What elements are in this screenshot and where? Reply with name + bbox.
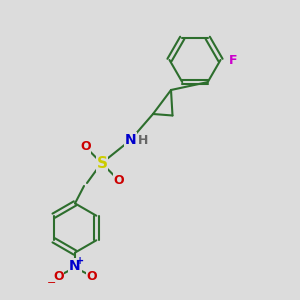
Text: S: S <box>97 156 107 171</box>
Text: −: − <box>47 278 57 288</box>
Text: N: N <box>125 133 136 146</box>
Text: O: O <box>53 270 64 283</box>
Text: O: O <box>113 173 124 187</box>
Text: F: F <box>229 53 237 67</box>
Text: O: O <box>86 270 97 283</box>
Text: H: H <box>138 134 148 148</box>
Text: +: + <box>76 256 85 266</box>
Text: N: N <box>69 259 81 273</box>
Text: O: O <box>80 140 91 154</box>
